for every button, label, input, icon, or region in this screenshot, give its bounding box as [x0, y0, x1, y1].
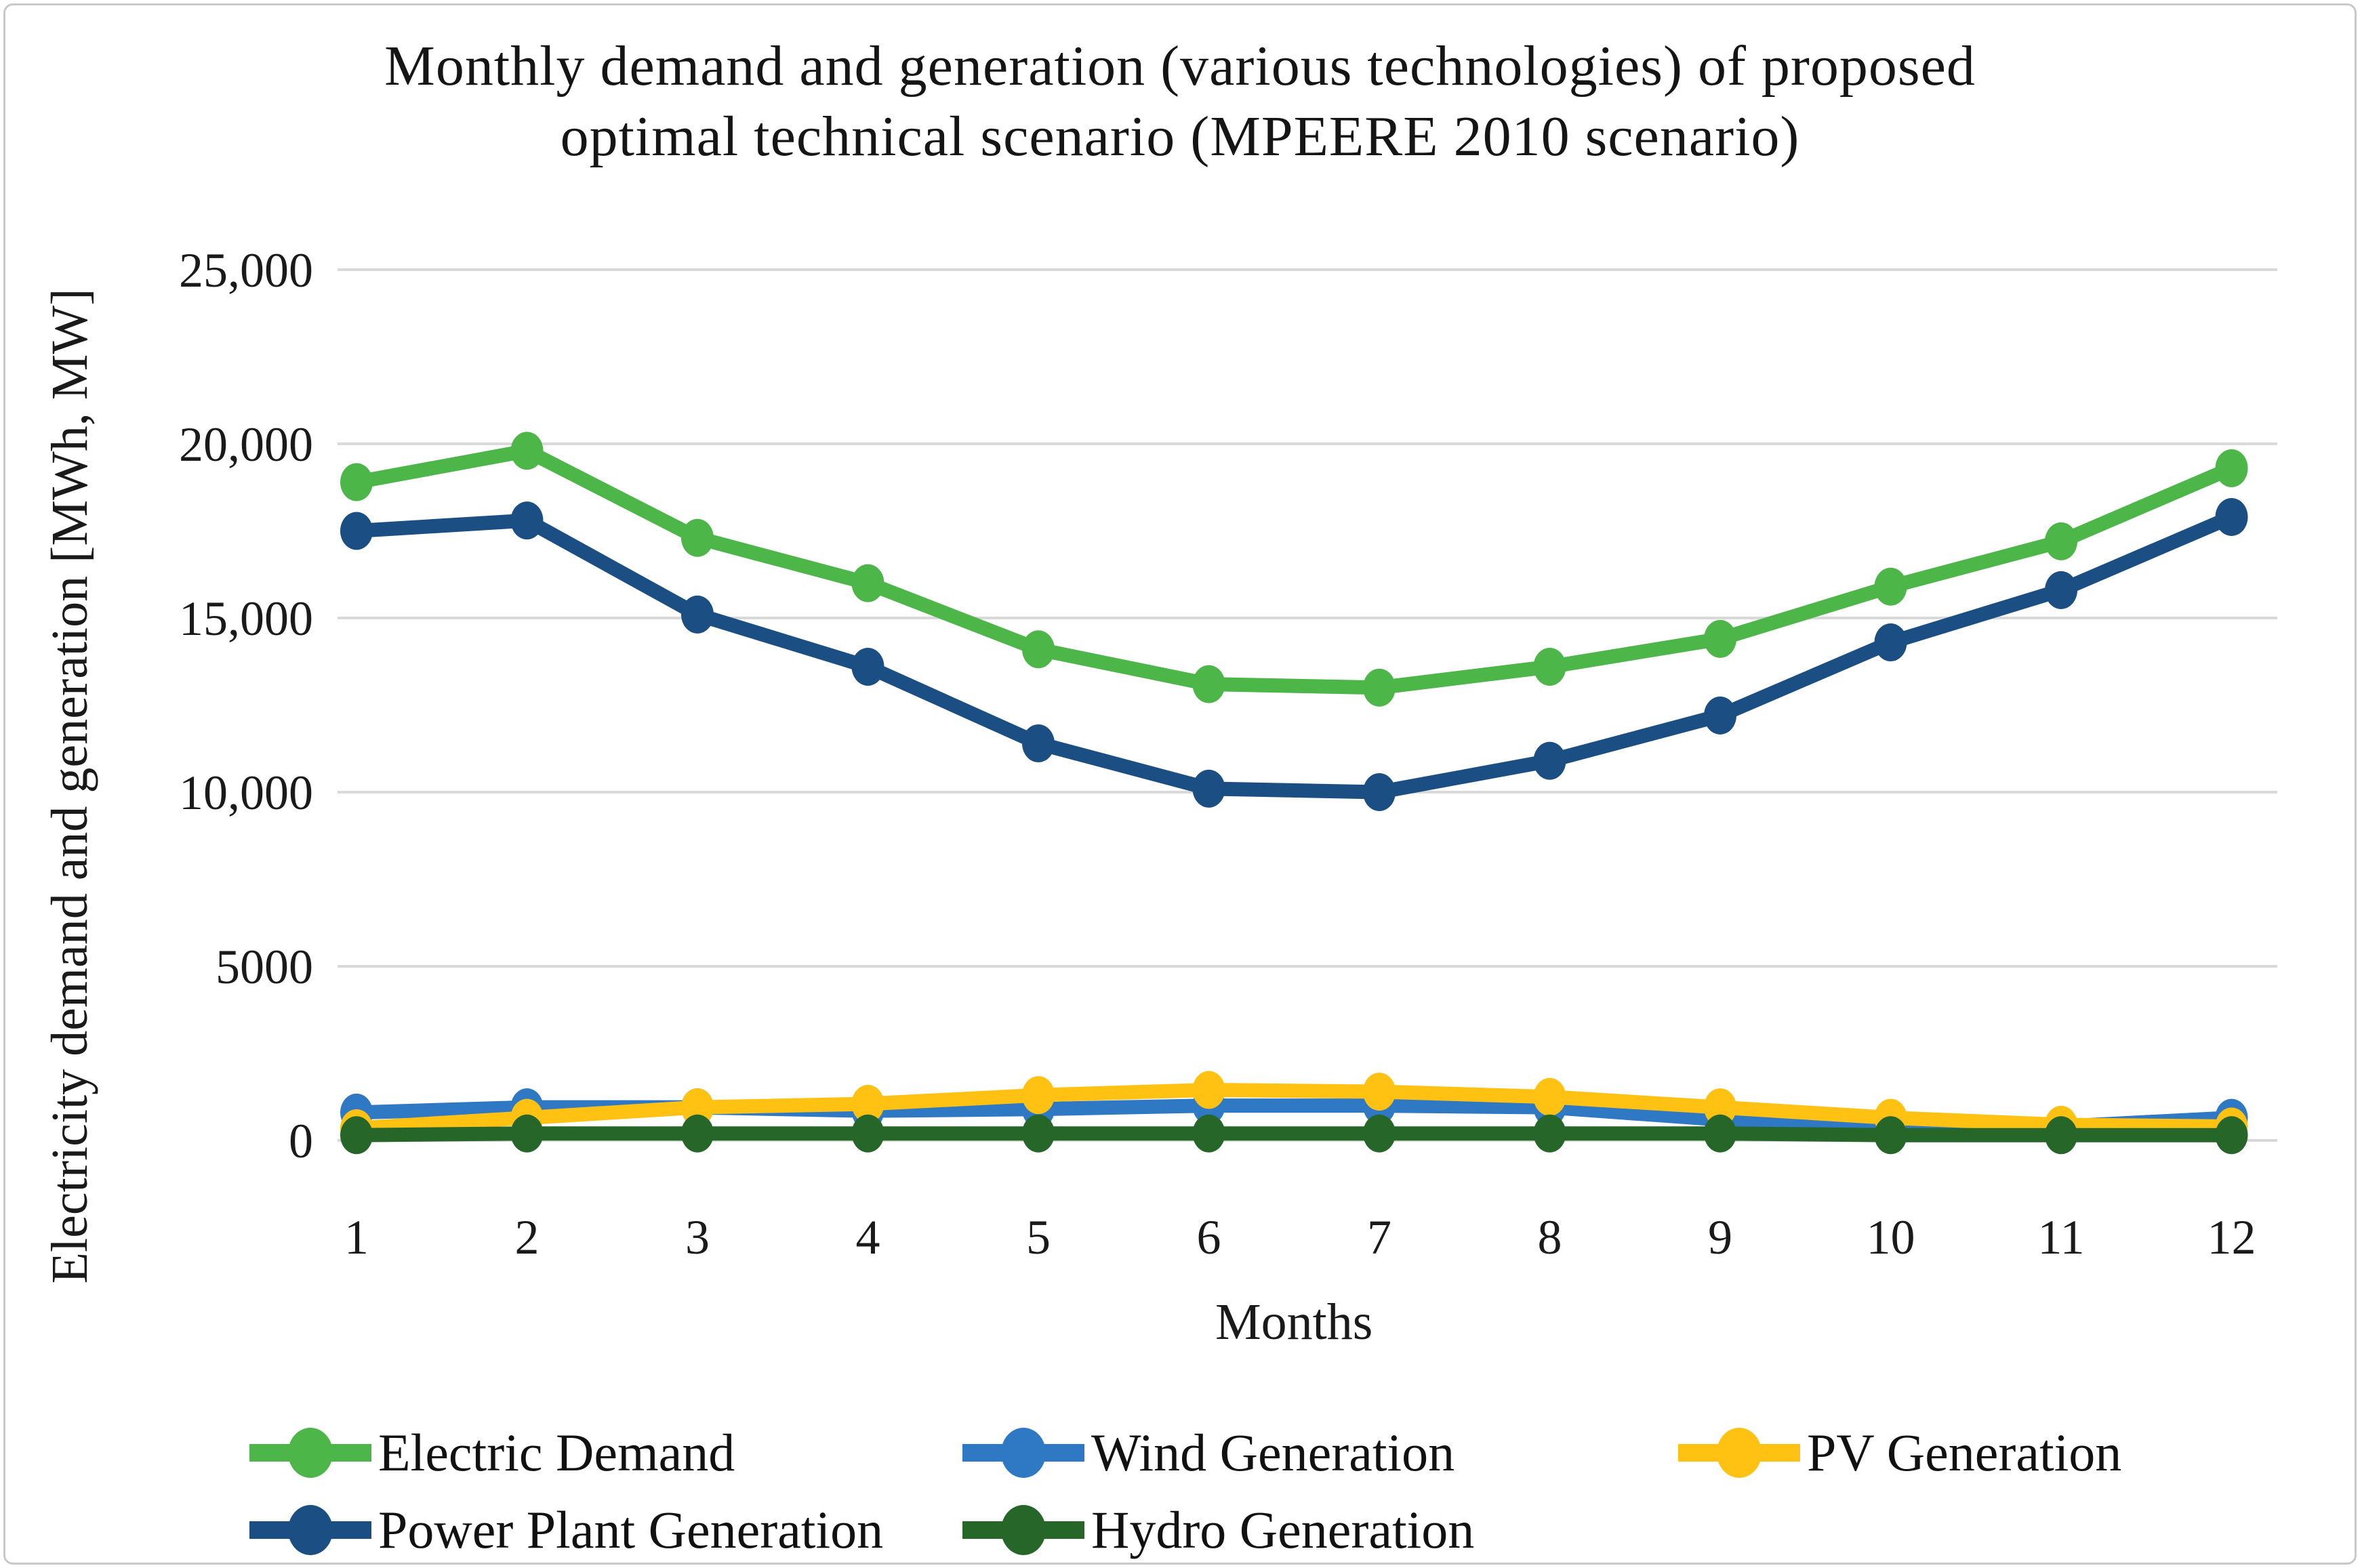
series-line-hydro-generation: [349, 1126, 2239, 1142]
data-point-electric-demand: [2045, 522, 2077, 560]
data-point-hydro-generation: [1874, 1116, 1907, 1155]
data-point-hydro-generation: [1533, 1114, 1566, 1153]
x-tick-label: 4: [856, 1210, 880, 1264]
data-point-power-plant-generation: [681, 595, 714, 634]
data-point-power-plant-generation: [1704, 696, 1736, 735]
data-point-hydro-generation: [1704, 1114, 1736, 1153]
data-point-hydro-generation: [340, 1116, 373, 1155]
data-point-pv-generation: [1192, 1071, 1225, 1109]
x-tick-label: 11: [2037, 1210, 2084, 1264]
data-point-hydro-generation: [1022, 1114, 1055, 1153]
data-point-pv-generation: [1533, 1077, 1566, 1116]
data-point-power-plant-generation: [1192, 769, 1225, 808]
data-point-power-plant-generation: [2215, 497, 2248, 536]
data-point-electric-demand: [1363, 668, 1396, 707]
data-point-power-plant-generation: [1533, 741, 1566, 780]
data-point-pv-generation: [851, 1085, 884, 1123]
data-point-hydro-generation: [2215, 1116, 2248, 1155]
series-line-electric-demand: [349, 443, 2239, 695]
data-point-power-plant-generation: [1363, 773, 1396, 811]
data-point-electric-demand: [2215, 449, 2248, 487]
data-point-electric-demand: [1022, 630, 1055, 669]
x-tick-label: 9: [1708, 1210, 1732, 1264]
data-point-hydro-generation: [510, 1114, 544, 1153]
x-tick-label: 6: [1197, 1210, 1221, 1264]
data-point-hydro-generation: [1363, 1114, 1396, 1153]
x-tick-label: 8: [1538, 1210, 1562, 1264]
data-point-hydro-generation: [2045, 1116, 2077, 1155]
x-axis-title: Months: [1215, 1294, 1372, 1350]
series-line-pv-generation: [349, 1082, 2239, 1136]
data-point-hydro-generation: [1192, 1114, 1225, 1153]
x-tick-label: 3: [685, 1210, 710, 1264]
x-tick-label: 7: [1367, 1210, 1391, 1264]
data-point-pv-generation: [1704, 1088, 1736, 1127]
data-point-electric-demand: [1704, 619, 1736, 658]
data-point-pv-generation: [1022, 1076, 1055, 1115]
x-tick-label: 1: [344, 1210, 369, 1264]
data-point-pv-generation: [1363, 1073, 1396, 1111]
x-tick-label: 2: [515, 1210, 540, 1264]
data-point-pv-generation: [681, 1088, 714, 1127]
y-tick-label: 5000: [216, 940, 313, 994]
y-tick-label: 20,000: [179, 417, 313, 472]
y-tick-label: 25,000: [179, 243, 313, 297]
data-point-hydro-generation: [851, 1114, 884, 1153]
x-tick-label: 5: [1026, 1210, 1051, 1264]
data-point-power-plant-generation: [510, 501, 544, 540]
data-point-electric-demand: [851, 564, 884, 602]
data-point-electric-demand: [510, 432, 544, 470]
chart-title-line1: Monthly demand and generation (various t…: [384, 35, 1976, 98]
y-axis-title: Electricity demand and generation [MWh, …: [41, 289, 98, 1284]
data-point-power-plant-generation: [1022, 724, 1055, 763]
data-point-power-plant-generation: [1874, 623, 1907, 661]
y-tick-label: 10,000: [179, 766, 313, 820]
x-tick-label: 12: [2208, 1210, 2256, 1264]
y-tick-label: 15,000: [179, 592, 313, 646]
data-point-power-plant-generation: [851, 647, 884, 686]
data-point-electric-demand: [1533, 647, 1566, 686]
data-point-electric-demand: [681, 518, 714, 557]
data-point-electric-demand: [1192, 665, 1225, 703]
data-point-power-plant-generation: [340, 512, 373, 550]
x-tick-label: 10: [1867, 1210, 1915, 1264]
chart-title-line2: optimal technical scenario (MPEERE 2010 …: [560, 105, 1800, 168]
data-point-electric-demand: [340, 463, 373, 501]
chart-title: Monthly demand and generation (various t…: [0, 31, 2360, 172]
data-point-power-plant-generation: [2045, 571, 2077, 609]
data-point-electric-demand: [1874, 567, 1907, 606]
series-line-power-plant-generation: [349, 510, 2239, 800]
data-point-hydro-generation: [681, 1114, 714, 1153]
y-tick-label: 0: [289, 1114, 313, 1168]
